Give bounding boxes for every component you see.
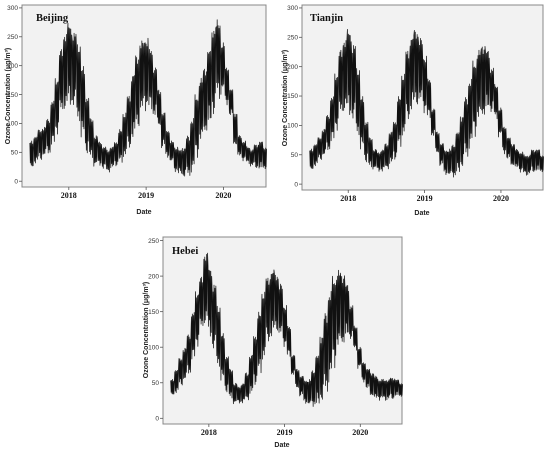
y-tick-label: 150 [287, 93, 298, 100]
y-axis-title: Ozone Concentration (μg/m³) [282, 50, 289, 146]
y-tick-label: 100 [287, 123, 298, 130]
y-tick-label: 150 [7, 92, 18, 99]
y-tick-label: 0 [294, 181, 298, 188]
y-tick-label: 250 [148, 238, 159, 245]
y-axis-title: Ozone Concentration (μg/m³) [143, 282, 150, 378]
x-axis: 2018 2019 2020 [61, 187, 231, 200]
y-tick-label: 100 [148, 344, 159, 351]
series-group [29, 19, 267, 177]
y-axis: 0 50 100 150 200 250 [148, 238, 163, 423]
x-axis-title: Date [414, 210, 429, 217]
y-axis: 0 50 100 150 200 250 300 [287, 5, 302, 188]
y-tick-label: 50 [291, 152, 299, 159]
x-tick-label: 2018 [61, 191, 77, 200]
x-tick-label: 2019 [417, 194, 433, 203]
chart-title: Hebei [172, 246, 198, 257]
x-tick-label: 2020 [352, 428, 368, 437]
y-tick-label: 200 [148, 273, 159, 280]
x-axis: 2018 2019 2020 [340, 190, 509, 203]
x-tick-label: 2019 [138, 191, 154, 200]
y-tick-label: 0 [155, 416, 159, 423]
x-tick-label: 2018 [201, 428, 217, 437]
panel-hebei: 0 50 100 150 200 250 2018 2019 2020 Hebei Date … [138, 232, 408, 454]
series-group [309, 29, 544, 178]
ozone-series-line [29, 19, 267, 177]
y-tick-label: 250 [287, 35, 298, 42]
y-tick-label: 200 [287, 64, 298, 71]
y-tick-label: 300 [287, 5, 298, 12]
x-axis-title: Date [274, 442, 289, 449]
chart-title: Tianjin [310, 13, 343, 24]
y-tick-label: 100 [7, 121, 18, 128]
x-axis-title: Date [136, 209, 151, 216]
x-tick-label: 2020 [215, 191, 231, 200]
panel-tianjin: 0 50 100 150 200 250 300 2018 2019 2020 Tianjin … [276, 0, 546, 220]
y-tick-label: 150 [148, 309, 159, 316]
x-axis: 2018 2019 2020 [201, 424, 368, 437]
panel-beijing: 0 50 100 150 200 250 300 2018 2019 2020 Beijing … [0, 0, 270, 220]
series-group [170, 252, 403, 407]
y-tick-label: 250 [7, 34, 18, 41]
plot-area [162, 236, 403, 425]
y-tick-label: 0 [14, 178, 18, 185]
y-tick-label: 50 [11, 150, 19, 157]
y-tick-label: 200 [7, 63, 18, 70]
x-tick-label: 2019 [277, 428, 293, 437]
ozone-series-line [309, 29, 544, 178]
y-axis: 0 50 100 150 200 250 300 [7, 5, 22, 185]
y-tick-label: 300 [7, 5, 18, 12]
ozone-series-line [170, 252, 403, 407]
chart-title: Beijing [36, 13, 69, 24]
y-axis-title: Ozone Concentration (μg/m³) [5, 48, 12, 144]
x-tick-label: 2020 [493, 194, 509, 203]
y-tick-label: 50 [152, 380, 160, 387]
x-tick-label: 2018 [340, 194, 356, 203]
